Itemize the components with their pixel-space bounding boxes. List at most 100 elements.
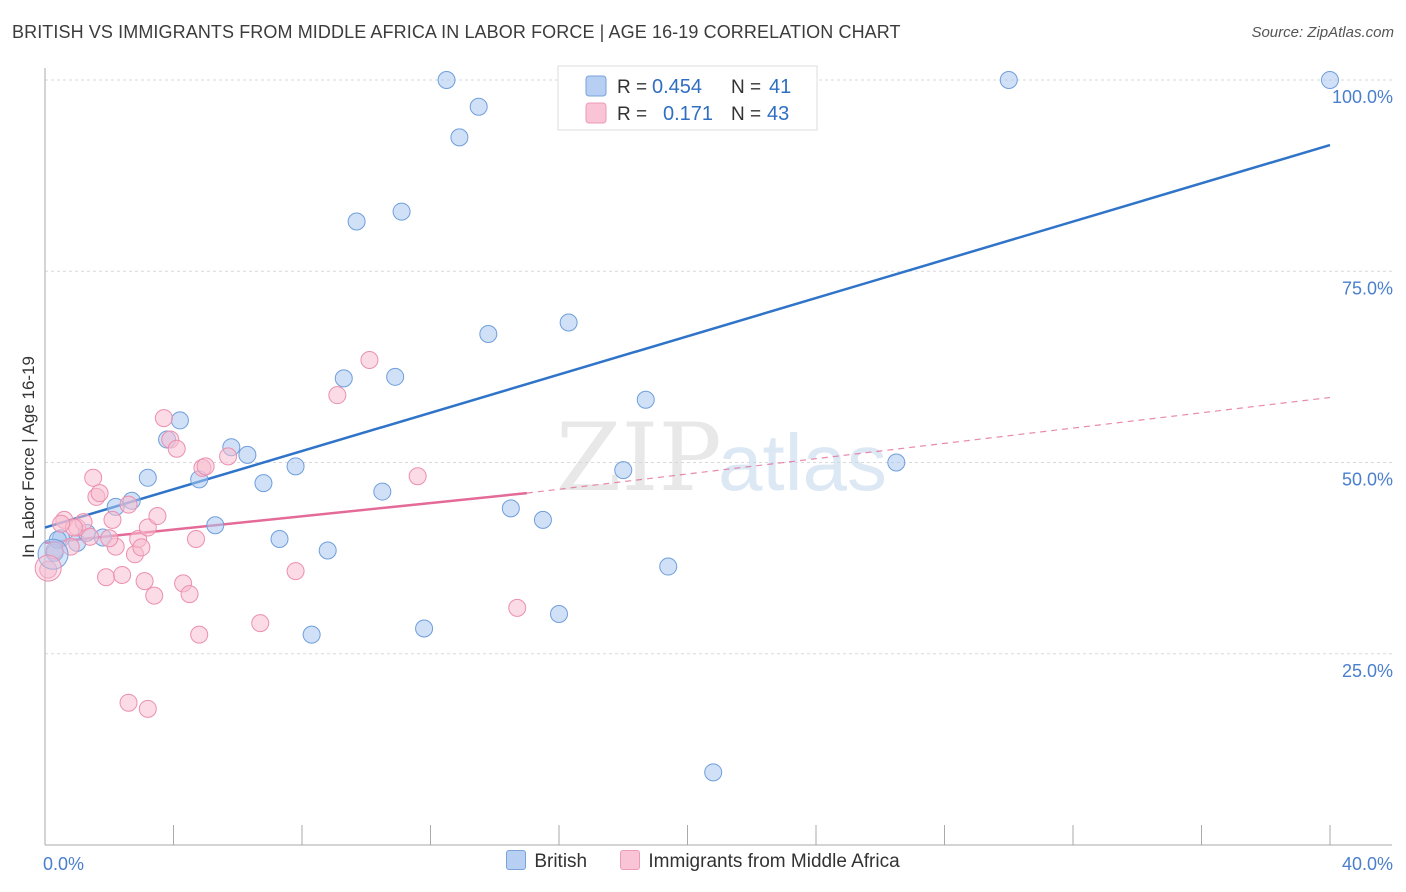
legend-n-label-2: N = [731, 104, 761, 125]
british-point-29 [501, 499, 520, 518]
immigrants-point-18 [138, 518, 157, 537]
british-point-15 [270, 530, 289, 548]
immigrants-point-29 [196, 457, 215, 476]
british-point-38 [999, 71, 1018, 89]
immigrants-point-cluster [34, 554, 62, 582]
legend-label-british: British [534, 851, 588, 872]
chart-title: BRITISH VS IMMIGRANTS FROM MIDDLE AFRICA… [12, 22, 901, 42]
british-point-9 [170, 411, 189, 430]
immigrants-point-10 [103, 510, 122, 529]
british-point-19 [334, 369, 353, 388]
immigrants-point-40 [52, 514, 71, 533]
immigrants-point-3 [61, 537, 80, 556]
british-point-23 [392, 202, 411, 221]
immigrants-point-0 [39, 560, 58, 579]
british-trend-line [44, 143, 1331, 529]
british-point-20 [347, 212, 366, 231]
british-point-13 [238, 445, 257, 464]
stats-legend: R = 0.454 N = 41 R = 0.171 N = 43 [557, 65, 818, 131]
immigrants-point-37 [119, 693, 138, 712]
british-point-25 [437, 71, 456, 89]
immigrants-point-36 [508, 598, 527, 617]
y-tick-label-3: 100.0% [1332, 87, 1393, 107]
watermark: ZIP atlas [556, 404, 887, 513]
immigrants-point-34 [360, 350, 379, 369]
watermark-atlas: atlas [718, 418, 887, 507]
british-point-34 [636, 390, 655, 409]
british-point-31 [550, 604, 568, 623]
x-tick-label-left: 0.0% [43, 854, 84, 874]
immigrants-point-17 [135, 572, 154, 591]
legend-item-british[interactable]: British [506, 850, 587, 873]
immigrants-point-20 [148, 507, 167, 526]
immigrants-point-42 [80, 527, 99, 546]
british-point-36 [704, 763, 723, 782]
british-point-7 [138, 468, 157, 487]
legend-r-value-1: 0.454 [652, 76, 702, 98]
immigrants-point-33 [328, 386, 347, 405]
trend-lines [44, 143, 1331, 545]
immigrants-point-26 [186, 530, 205, 548]
british-point-22 [386, 367, 405, 386]
immigrants-point-35 [408, 467, 427, 486]
british-point-cluster [37, 538, 69, 570]
immigrants-point-23 [167, 439, 186, 458]
immigrants-point-27 [190, 625, 209, 644]
british-point-32 [559, 313, 578, 332]
immigrants-point-19 [145, 586, 164, 605]
british-point-39 [1321, 71, 1339, 89]
british-point-37 [887, 453, 906, 472]
immigrants-point-9 [97, 568, 116, 587]
source-note: Source: ZipAtlas.com [1251, 24, 1394, 41]
legend-n-label-1: N = [731, 77, 761, 98]
y-axis-label: In Labor Force | Age 16-19 [19, 356, 38, 558]
immigrants-trend-line [44, 491, 528, 545]
immigrants-point-41 [100, 529, 119, 548]
british-point-24 [415, 619, 434, 638]
legend-item-immigrants[interactable]: Immigrants from Middle Africa [620, 850, 900, 873]
immigrants-point-25 [180, 585, 199, 604]
british-point-17 [302, 625, 321, 644]
legend-swatch-british [585, 75, 607, 97]
legend-label-immigrants: Immigrants from Middle Africa [648, 851, 900, 872]
british-point-18 [318, 541, 337, 560]
legend-r-label-2: R = [617, 104, 647, 125]
legend-n-value-1: 41 [769, 76, 791, 98]
immigrants-point-21 [154, 409, 173, 428]
british-point-11 [206, 516, 225, 535]
legend-swatch-british-bottom [506, 850, 527, 870]
legend-r-value-2: 0.171 [663, 103, 713, 125]
immigrants-point-8 [90, 484, 109, 503]
immigrants-point-12 [113, 565, 132, 584]
british-point-35 [659, 557, 678, 576]
immigrants-trend-extension [526, 396, 1331, 494]
british-point-28 [479, 324, 498, 343]
series-legend: British Immigrants from Middle Africa [0, 850, 1406, 873]
legend-swatch-immigrants [585, 102, 607, 124]
y-tick-label-1: 50.0% [1342, 470, 1393, 490]
tick-labels: 25.0% 50.0% 75.0% 100.0% 0.0% 40.0% [43, 87, 1393, 874]
immigrants-point-31 [251, 614, 270, 633]
british-point-16 [286, 457, 305, 476]
immigrants-point-6 [84, 468, 103, 487]
axes [44, 68, 1392, 846]
gridlines [45, 79, 1392, 655]
british-point-27 [469, 97, 488, 116]
watermark-zip: ZIP [556, 404, 722, 513]
y-tick-label-0: 25.0% [1342, 661, 1393, 681]
legend-r-label-1: R = [617, 77, 647, 98]
british-point-33 [614, 461, 633, 480]
legend-swatch-immigrants-bottom [620, 850, 641, 870]
british-point-26 [450, 128, 469, 147]
immigrants-point-32 [286, 562, 305, 581]
immigrants-point-30 [219, 447, 238, 466]
immigrants-point-38 [138, 699, 157, 718]
y-tick-label-2: 75.0% [1342, 278, 1393, 298]
data-points [34, 71, 1339, 782]
legend-n-value-2: 43 [767, 103, 789, 125]
immigrants-point-16 [132, 538, 151, 557]
british-point-14 [254, 474, 273, 493]
british-point-21 [373, 482, 392, 501]
x-tick-label-right: 40.0% [1342, 854, 1393, 874]
